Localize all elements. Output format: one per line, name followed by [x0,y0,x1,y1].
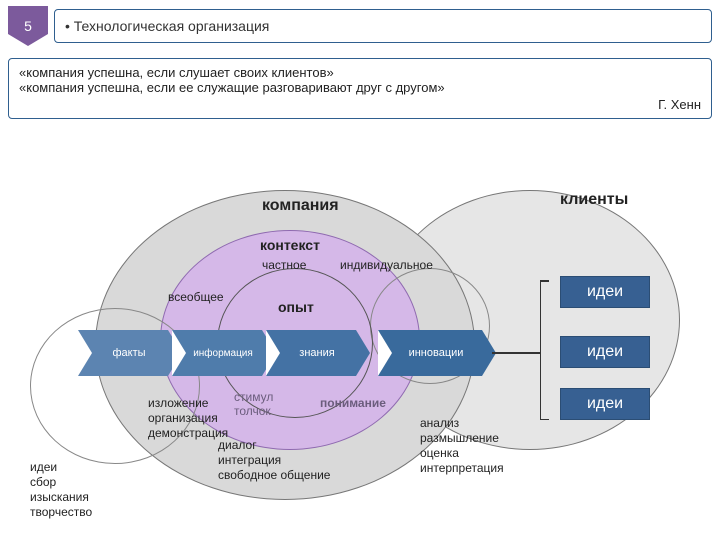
note-right-3: оценка [420,446,459,462]
arrow-information: информация [172,330,262,376]
idea-button-1: идеи [560,276,650,308]
label-context: контекст [260,236,320,254]
label-universal: всеобщее [168,290,224,306]
label-push: толчок [234,404,271,420]
label-understanding: понимание [320,396,386,412]
note-center-3: свободное общение [218,468,330,484]
idea-button-2: идеи [560,336,650,368]
slide-title-bar: • Технологическая организация [54,9,712,43]
quote-box: «компания успешна, если слушает своих кл… [8,58,712,119]
arrow-knowledge: знания [266,330,356,376]
quote-author: Г. Хенн [19,97,701,112]
note-left-2: сбор [30,475,56,491]
note-left-1: идеи [30,460,57,476]
diagram-canvas: клиенты компания контекст опыт частное и… [0,150,720,540]
note-center-1: диалог [218,438,257,454]
note-center-2: интеграция [218,453,281,469]
note-left-3: изыскания [30,490,89,506]
slide-number: 5 [24,18,32,34]
note-right-4: интерпретация [420,461,504,477]
label-company: компания [262,196,339,217]
quote-line-2: «компания успешна, если ее служащие разг… [19,80,701,95]
slide-title: • Технологическая организация [65,18,269,34]
slide-number-badge: 5 [8,6,48,46]
note-left-4: творчество [30,505,92,521]
note-mid-1: изложение [148,396,208,412]
quote-line-1: «компания успешна, если слушает своих кл… [19,65,701,80]
label-private: частное [262,258,306,274]
label-experience: опыт [278,298,314,316]
arrow-innovation: инновации [378,330,482,376]
note-mid-2: организация [148,411,218,427]
label-clients: клиенты [560,190,628,211]
bracket-connector [492,352,540,354]
ideas-bracket [540,280,541,420]
slide-header: 5 • Технологическая организация [8,6,712,46]
note-mid-3: демонстрация [148,426,228,442]
note-right-2: размышление [420,431,499,447]
idea-button-3: идеи [560,388,650,420]
note-right-1: анализ [420,416,459,432]
label-individual: индивидуальное [340,258,433,274]
arrow-facts: факты [78,330,168,376]
